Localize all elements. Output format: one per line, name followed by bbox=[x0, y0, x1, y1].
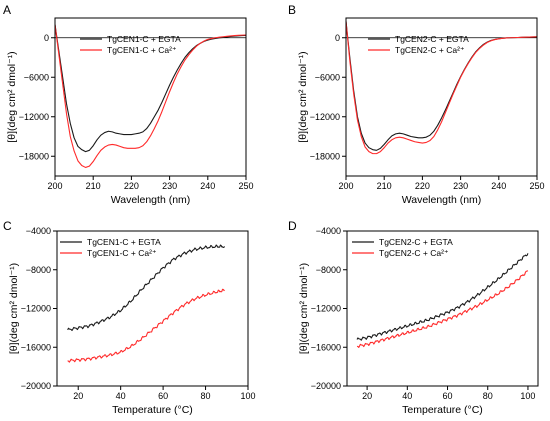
x-tick-label: 40 bbox=[402, 391, 412, 401]
y-tick-label: −18000 bbox=[310, 151, 340, 161]
series-line-egta bbox=[54, 24, 247, 153]
panel-letter: C bbox=[3, 219, 12, 233]
y-axis-title: [θ](deg cm² dmol⁻¹) bbox=[297, 51, 309, 142]
series-line-egta bbox=[67, 244, 226, 332]
plot-frame bbox=[54, 17, 247, 177]
x-tick-label: 60 bbox=[443, 391, 453, 401]
series-line-calcium bbox=[356, 270, 529, 348]
legend-label: TgCEN2-C + EGTA bbox=[379, 237, 453, 247]
x-axis-title: Wavelength (nm) bbox=[402, 194, 482, 206]
series-line-calcium bbox=[67, 288, 225, 363]
y-tick-label: −6000 bbox=[24, 72, 49, 82]
y-tick-label: −12000 bbox=[19, 112, 49, 122]
y-tick-label: 0 bbox=[44, 33, 49, 43]
y-tick-label: −12000 bbox=[311, 304, 341, 314]
plot-frame bbox=[345, 17, 538, 177]
x-tick-label: 210 bbox=[377, 181, 392, 191]
x-tick-label: 100 bbox=[520, 391, 535, 401]
x-tick-label: 220 bbox=[124, 181, 139, 191]
x-tick-label: 20 bbox=[362, 391, 372, 401]
y-tick-label: −16000 bbox=[21, 342, 51, 352]
y-tick-label: −20000 bbox=[21, 381, 51, 391]
x-tick-label: 80 bbox=[201, 391, 211, 401]
x-tick-label: 200 bbox=[338, 181, 353, 191]
x-tick-label: 200 bbox=[47, 181, 62, 191]
x-tick-label: 60 bbox=[158, 391, 168, 401]
x-tick-label: 210 bbox=[86, 181, 101, 191]
x-tick-label: 20 bbox=[73, 391, 83, 401]
legend-label: TgCEN1-C + Ca²⁺ bbox=[87, 248, 156, 258]
legend-label: TgCEN2-C + Ca²⁺ bbox=[379, 248, 448, 258]
panel-letter: A bbox=[3, 3, 11, 17]
x-tick-label: 220 bbox=[415, 181, 430, 191]
legend-label: TgCEN2-C + Ca²⁺ bbox=[395, 45, 464, 55]
panel-letter: D bbox=[288, 219, 297, 233]
series-line-egta bbox=[356, 253, 529, 341]
y-axis-title: [θ](deg cm² dmol⁻¹) bbox=[298, 263, 310, 354]
x-axis-title: Temperature (°C) bbox=[112, 404, 193, 416]
panel-letter: B bbox=[288, 3, 296, 17]
legend-label: TgCEN1-C + Ca²⁺ bbox=[107, 45, 176, 55]
y-tick-label: −6000 bbox=[315, 72, 340, 82]
y-tick-label: −4000 bbox=[26, 226, 51, 236]
x-tick-label: 230 bbox=[453, 181, 468, 191]
x-tick-label: 240 bbox=[491, 181, 506, 191]
y-tick-label: −8000 bbox=[26, 265, 51, 275]
y-tick-label: −12000 bbox=[21, 304, 51, 314]
y-tick-label: −12000 bbox=[310, 112, 340, 122]
x-tick-label: 100 bbox=[240, 391, 255, 401]
series-line-calcium bbox=[345, 21, 538, 155]
x-axis-title: Wavelength (nm) bbox=[111, 194, 191, 206]
x-tick-label: 240 bbox=[200, 181, 215, 191]
x-tick-label: 80 bbox=[483, 391, 493, 401]
x-axis-title: Temperature (°C) bbox=[402, 404, 483, 416]
legend-label: TgCEN2-C + EGTA bbox=[395, 34, 469, 44]
y-tick-label: −18000 bbox=[19, 151, 49, 161]
panel-c: C 20 40 60 80 100 −4000 −8000 −12000 −16000 −20000… bbox=[3, 219, 256, 416]
y-axis-title: [θ](deg cm² dmol⁻¹) bbox=[6, 51, 18, 142]
x-tick-label: 250 bbox=[238, 181, 253, 191]
series-line-calcium bbox=[54, 24, 247, 168]
y-tick-label: −4000 bbox=[316, 226, 341, 236]
panel-d: D 20 40 60 80 100 −4000 −8000 −12000 −16000 −20000… bbox=[288, 219, 539, 416]
y-tick-label: −8000 bbox=[316, 265, 341, 275]
x-tick-label: 40 bbox=[116, 391, 126, 401]
panel-b: B 200 210 220 230 240 250 0 −6000 −12000 −18000 Wav… bbox=[288, 3, 545, 206]
x-tick-label: 230 bbox=[162, 181, 177, 191]
x-tick-label: 250 bbox=[529, 181, 544, 191]
y-tick-label: 0 bbox=[335, 33, 340, 43]
legend-label: TgCEN1-C + EGTA bbox=[107, 34, 181, 44]
y-tick-label: −16000 bbox=[311, 342, 341, 352]
y-tick-label: −20000 bbox=[311, 381, 341, 391]
legend-label: TgCEN1-C + EGTA bbox=[87, 237, 161, 247]
y-axis-title: [θ](deg cm² dmol⁻¹) bbox=[8, 263, 20, 354]
panel-a: A 200 210 220 230 240 250 0 −6000 −12000 −18000 Wav… bbox=[3, 3, 254, 206]
